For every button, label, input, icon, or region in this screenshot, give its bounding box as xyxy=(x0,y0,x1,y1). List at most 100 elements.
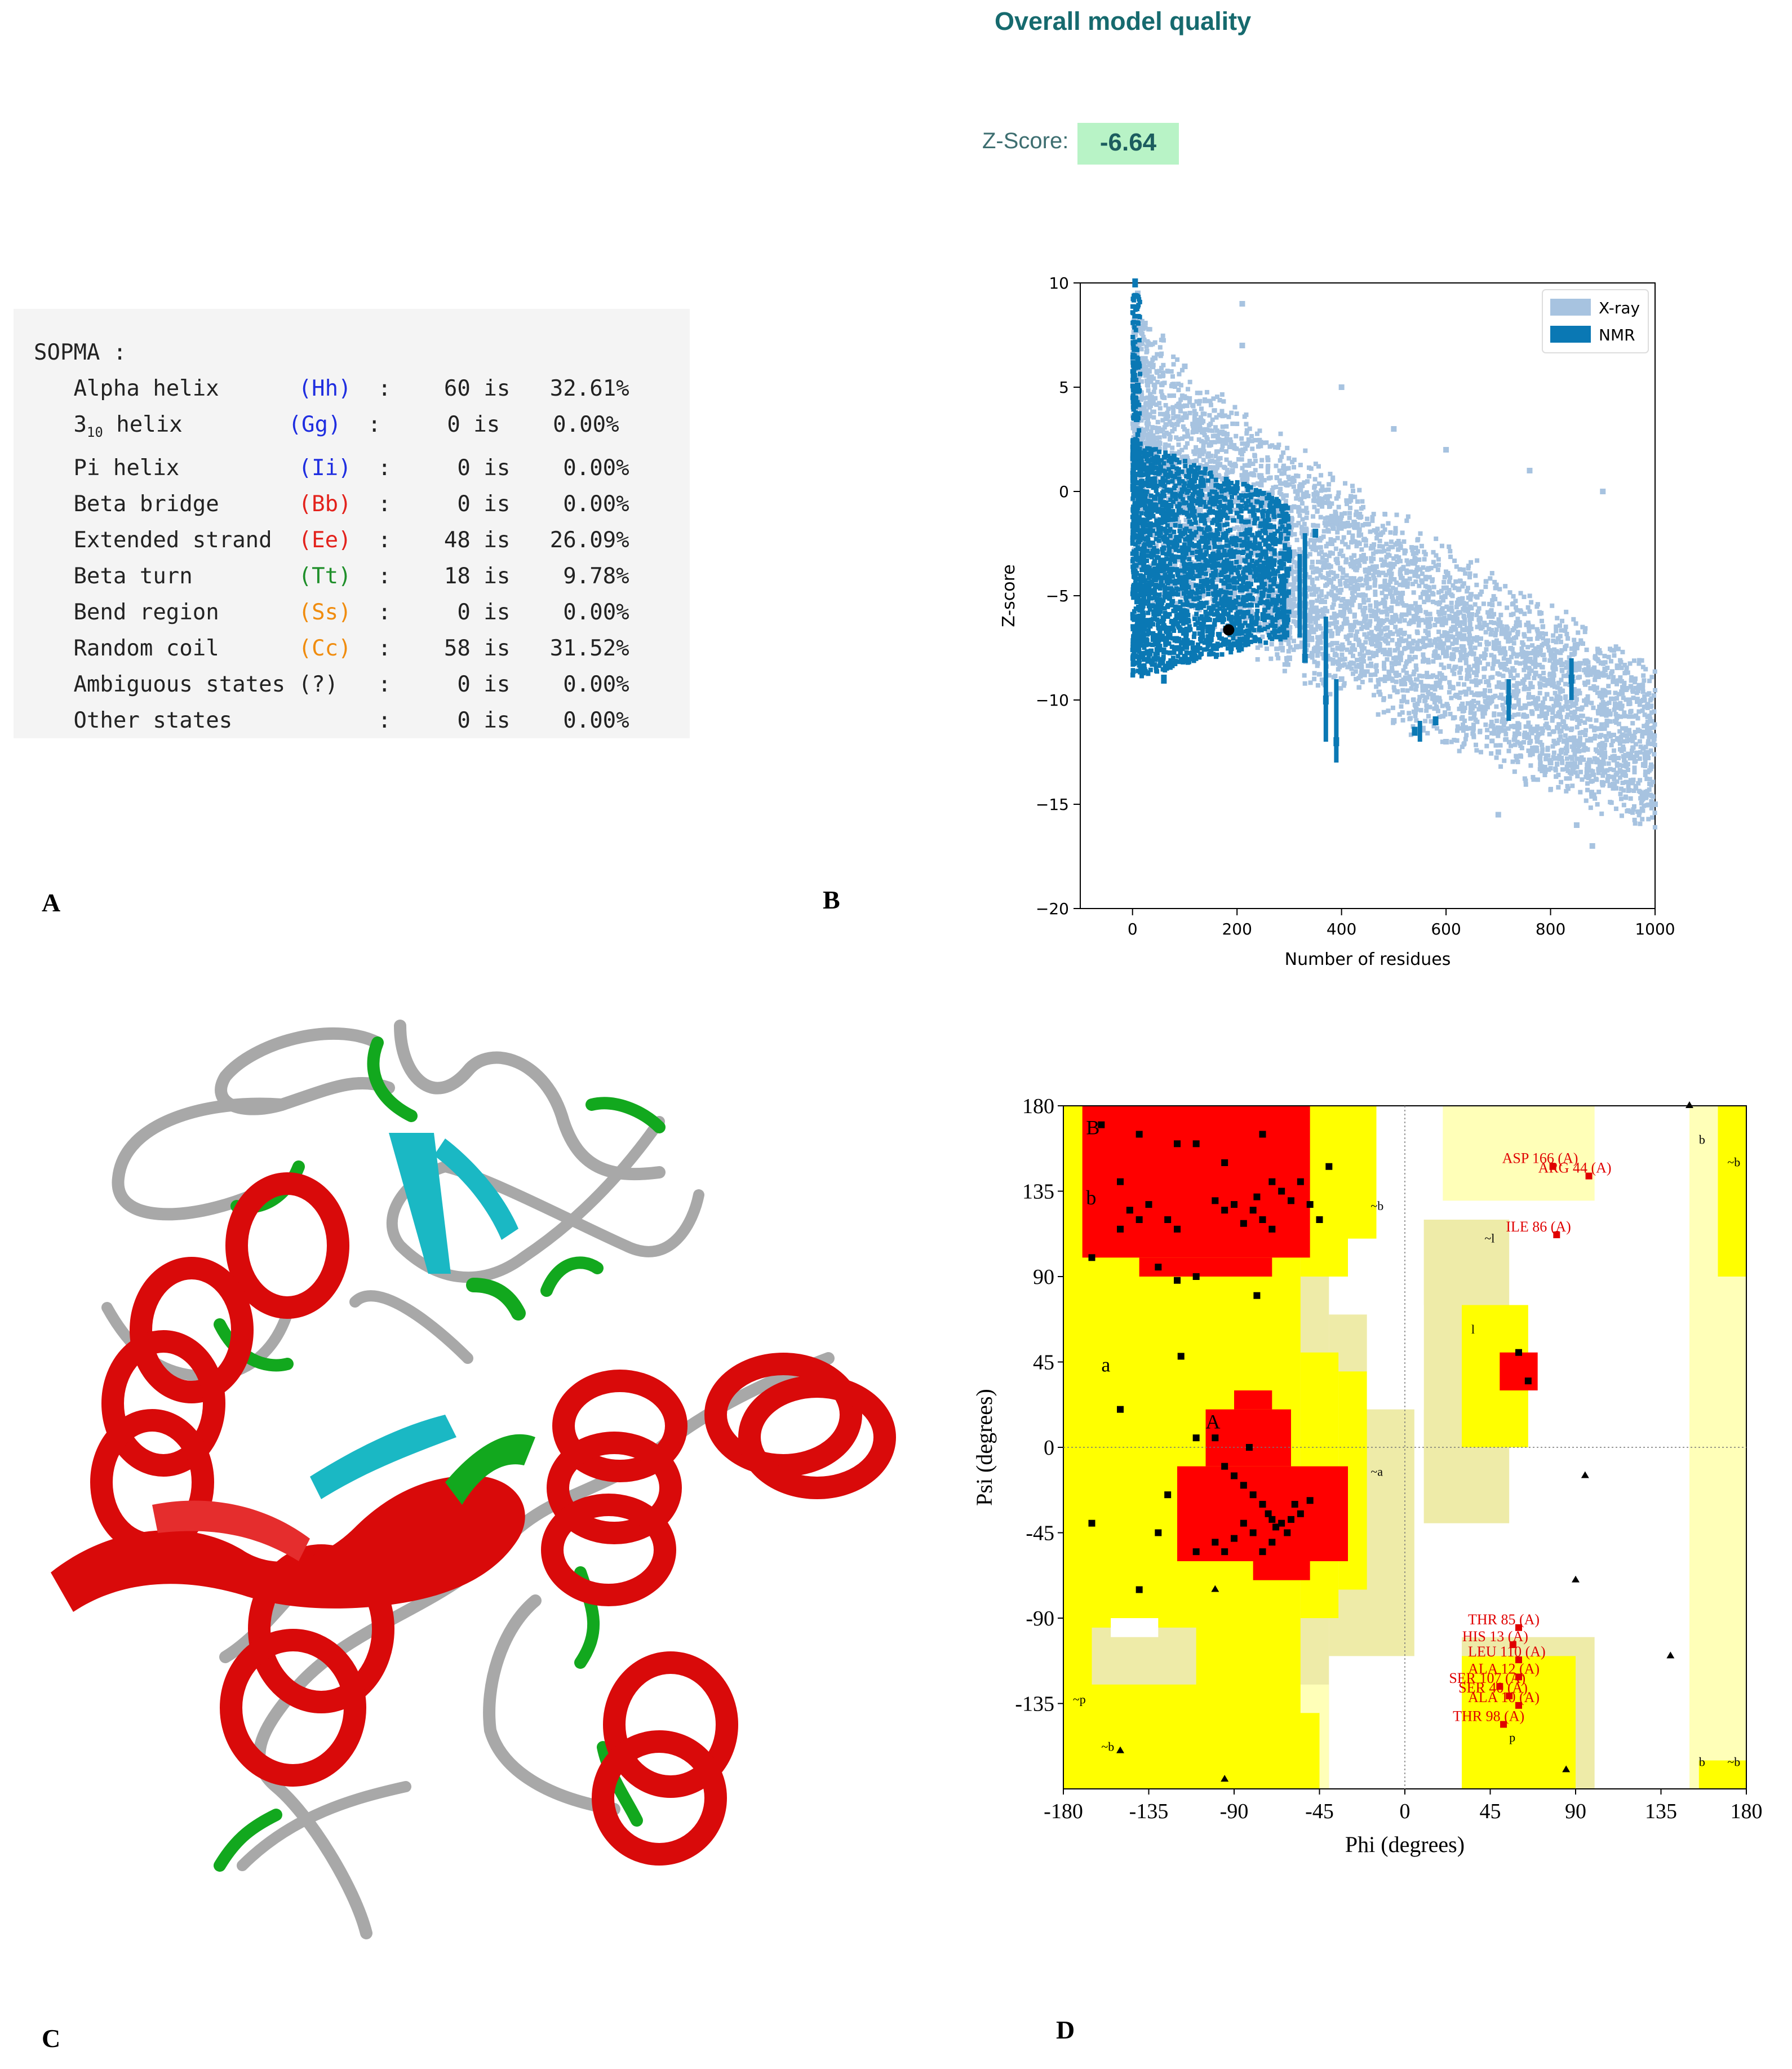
xray-point xyxy=(1144,409,1149,414)
sopma-row-count: 58 xyxy=(417,635,471,661)
xray-point xyxy=(1548,671,1553,676)
xray-point xyxy=(1363,640,1368,645)
xray-point xyxy=(1536,631,1541,636)
xray-point xyxy=(1599,722,1604,727)
xray-point xyxy=(1534,627,1540,632)
xray-point xyxy=(1611,679,1616,684)
xray-point xyxy=(1423,574,1428,579)
xray-point xyxy=(1583,728,1589,733)
xray-point xyxy=(1351,623,1356,628)
xray-point xyxy=(1336,504,1341,510)
xray-point xyxy=(1490,602,1495,608)
xray-point xyxy=(1649,710,1654,715)
xray-point xyxy=(1318,573,1323,578)
xray-point xyxy=(1179,436,1185,441)
xray-point xyxy=(1481,601,1486,606)
xray-point xyxy=(1287,482,1292,487)
xray-point xyxy=(1547,658,1553,663)
xray-point xyxy=(1611,648,1616,653)
xray-point xyxy=(1575,706,1580,711)
xray-point xyxy=(1514,692,1519,697)
xray-point xyxy=(1481,675,1487,680)
sopma-row-is: is xyxy=(470,707,511,733)
xray-point xyxy=(1328,570,1333,575)
xray-point xyxy=(1636,813,1642,818)
xray-point xyxy=(1330,477,1336,482)
xray-point xyxy=(1174,404,1179,409)
xray-point xyxy=(1430,696,1435,701)
xray-point xyxy=(1483,688,1488,693)
xray-point xyxy=(1343,481,1348,486)
xray-point xyxy=(1315,653,1320,658)
xray-point xyxy=(1308,544,1314,550)
xray-point xyxy=(1526,695,1531,700)
xray-point xyxy=(1603,672,1608,677)
xray-point xyxy=(1446,706,1451,711)
xray-point xyxy=(1152,451,1157,456)
xray-point xyxy=(1262,478,1267,483)
xray-point xyxy=(1330,551,1335,556)
xray-point xyxy=(1408,716,1413,721)
xray-point xyxy=(1602,704,1607,709)
xray-point xyxy=(1262,500,1267,505)
xray-point xyxy=(1250,570,1256,575)
xray-point xyxy=(1141,430,1146,435)
xray-point xyxy=(1240,441,1245,446)
xray-point xyxy=(1513,599,1518,604)
xray-point xyxy=(1365,516,1370,521)
xray-point xyxy=(1136,565,1141,570)
xray-point xyxy=(1495,671,1500,676)
xray-point xyxy=(1338,686,1343,691)
xray-point xyxy=(1308,619,1313,624)
xray-point xyxy=(1331,570,1336,575)
xray-point xyxy=(1620,649,1625,654)
xray-point xyxy=(1457,695,1462,700)
xray-point xyxy=(1330,641,1335,646)
xray-point xyxy=(1284,582,1289,587)
xray-point xyxy=(1624,697,1629,702)
xray-point xyxy=(1466,671,1471,676)
xray-point xyxy=(1463,571,1468,576)
xray-point xyxy=(1622,710,1627,715)
xray-point xyxy=(1354,523,1359,528)
xray-point xyxy=(1535,777,1540,782)
xray-point xyxy=(1528,636,1533,641)
xray-point xyxy=(1563,746,1568,751)
xray-point xyxy=(1392,531,1398,536)
xray-point xyxy=(1409,618,1414,623)
xray-point xyxy=(1449,656,1454,661)
xray-point xyxy=(1333,651,1338,656)
xray-point xyxy=(1576,688,1581,693)
xray-point xyxy=(1390,665,1395,670)
xray-point xyxy=(1440,703,1445,708)
xray-point xyxy=(1368,608,1373,613)
xray-point xyxy=(1310,560,1315,565)
xray-point xyxy=(1453,579,1458,584)
xray-point xyxy=(1518,661,1523,666)
xray-point xyxy=(1139,379,1144,384)
xray-point xyxy=(1330,605,1335,610)
xray-point xyxy=(1372,693,1377,698)
xray-point xyxy=(1507,659,1512,664)
sopma-row-is: is xyxy=(470,635,511,661)
xray-point xyxy=(1199,545,1204,550)
xray-point xyxy=(1633,685,1638,690)
sopma-row-percent: 0.00% xyxy=(510,707,629,733)
xray-point xyxy=(1637,756,1642,761)
xray-point xyxy=(1363,556,1368,561)
xray-point xyxy=(1283,499,1288,504)
xray-point xyxy=(1490,738,1495,743)
xray-point xyxy=(1342,662,1347,667)
xray-point xyxy=(1465,586,1470,591)
xray-point xyxy=(1341,570,1346,575)
xray-point xyxy=(1308,612,1313,617)
xray-point xyxy=(1493,643,1498,648)
xray-point xyxy=(1577,690,1582,695)
xray-point xyxy=(1478,704,1483,709)
xray-point xyxy=(1410,697,1416,702)
xray-point xyxy=(1519,746,1524,751)
xray-point xyxy=(1361,600,1367,605)
xray-point xyxy=(1275,652,1280,657)
xray-point xyxy=(1440,739,1445,745)
xray-point xyxy=(1627,661,1633,666)
